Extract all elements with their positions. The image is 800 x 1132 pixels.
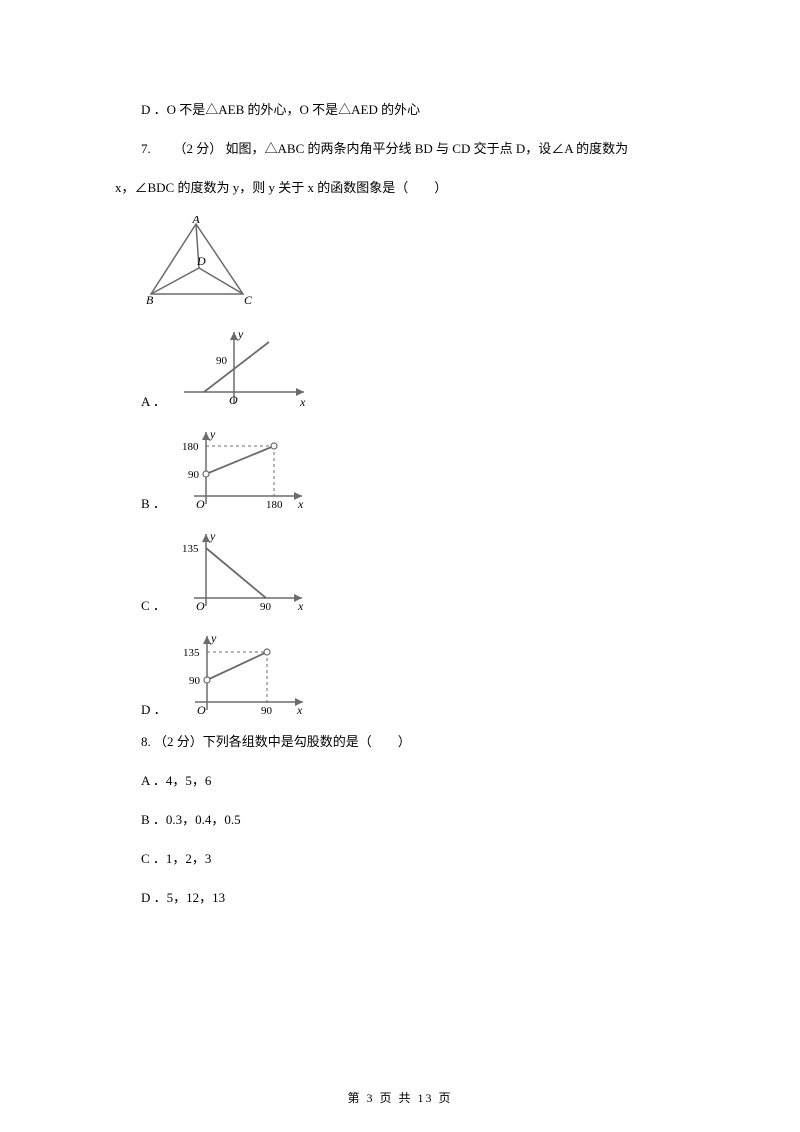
q7-graph-d: 135 90 90 y x O: [175, 628, 315, 720]
graph-c-O: O: [196, 599, 205, 613]
graph-d-x: x: [296, 703, 303, 717]
graph-d-y: y: [210, 631, 217, 645]
q7-opt-a-label: A ．: [141, 392, 166, 413]
q7-number: 7.: [141, 141, 151, 156]
q7-option-c-row: C ． 135 90 y x O: [141, 526, 685, 616]
tri-label-C: C: [244, 293, 253, 306]
graph-c-135: 135: [182, 543, 199, 555]
graph-b-y: y: [209, 427, 216, 441]
tri-label-D: D: [196, 254, 206, 268]
graph-b-180: 180: [182, 441, 199, 453]
q7-option-a-row: A ． 90 y x O: [141, 324, 685, 412]
graph-a-90: 90: [216, 355, 228, 367]
q7-graph-a: 90 y x O: [174, 324, 314, 412]
graph-a-O: O: [229, 393, 238, 407]
q7-stem-line2: x，∠BDC 的度数为 y，则 y 关于 x 的函数图象是（ ）: [115, 178, 685, 199]
graph-d-135: 135: [183, 647, 200, 659]
q7-option-b-row: B ． 180 90 180 y x O: [141, 424, 685, 514]
q7-triangle-figure: A B C D: [141, 216, 685, 306]
graph-a-y: y: [237, 327, 244, 341]
q7-opt-c-label: C ．: [141, 596, 166, 617]
graph-d-90: 90: [189, 675, 201, 687]
q7-opt-b-label: B ．: [141, 494, 166, 515]
graph-b-x: x: [297, 497, 304, 511]
graph-b-90: 90: [188, 469, 200, 481]
q7-graph-c: 135 90 y x O: [174, 526, 314, 616]
q8-stem: 8. （2 分）下列各组数中是勾股数的是（ ）: [115, 732, 685, 753]
graph-b-x180: 180: [266, 499, 283, 511]
tri-label-B: B: [146, 293, 154, 306]
q7-points: （2 分）: [174, 141, 223, 156]
q7-opt-d-label: D ．: [141, 700, 167, 721]
graph-a-x: x: [299, 395, 306, 409]
graph-d-x90: 90: [261, 705, 273, 717]
graph-c-y: y: [209, 529, 216, 543]
q7-option-d-row: D ． 135 90 90 y x O: [141, 628, 685, 720]
q6-option-d: D ．O 不是△AEB 的外心，O 不是△AED 的外心: [115, 100, 685, 121]
graph-c-x90: 90: [260, 601, 272, 613]
graph-b-O: O: [196, 497, 205, 511]
q7-text-a: 如图，△ABC 的两条内角平分线 BD 与 CD 交于点 D，设∠A 的度数为: [226, 141, 629, 156]
tri-label-A: A: [191, 216, 200, 226]
q7-stem-line1: 7. （2 分） 如图，△ABC 的两条内角平分线 BD 与 CD 交于点 D，…: [115, 139, 628, 160]
q7-stem: 7. （2 分） 如图，△ABC 的两条内角平分线 BD 与 CD 交于点 D，…: [115, 139, 685, 160]
page-footer: 第 3 页 共 13 页: [0, 1089, 800, 1108]
q7-graph-b: 180 90 180 y x O: [174, 424, 314, 514]
graph-d-O: O: [197, 703, 206, 717]
q8-option-d: D ．5，12，13: [115, 888, 685, 909]
q8-option-a: A ．4，5，6: [115, 771, 685, 792]
graph-c-x: x: [297, 599, 304, 613]
q8-option-b: B ．0.3，0.4，0.5: [115, 810, 685, 831]
q8-option-c: C ．1，2，3: [115, 849, 685, 870]
